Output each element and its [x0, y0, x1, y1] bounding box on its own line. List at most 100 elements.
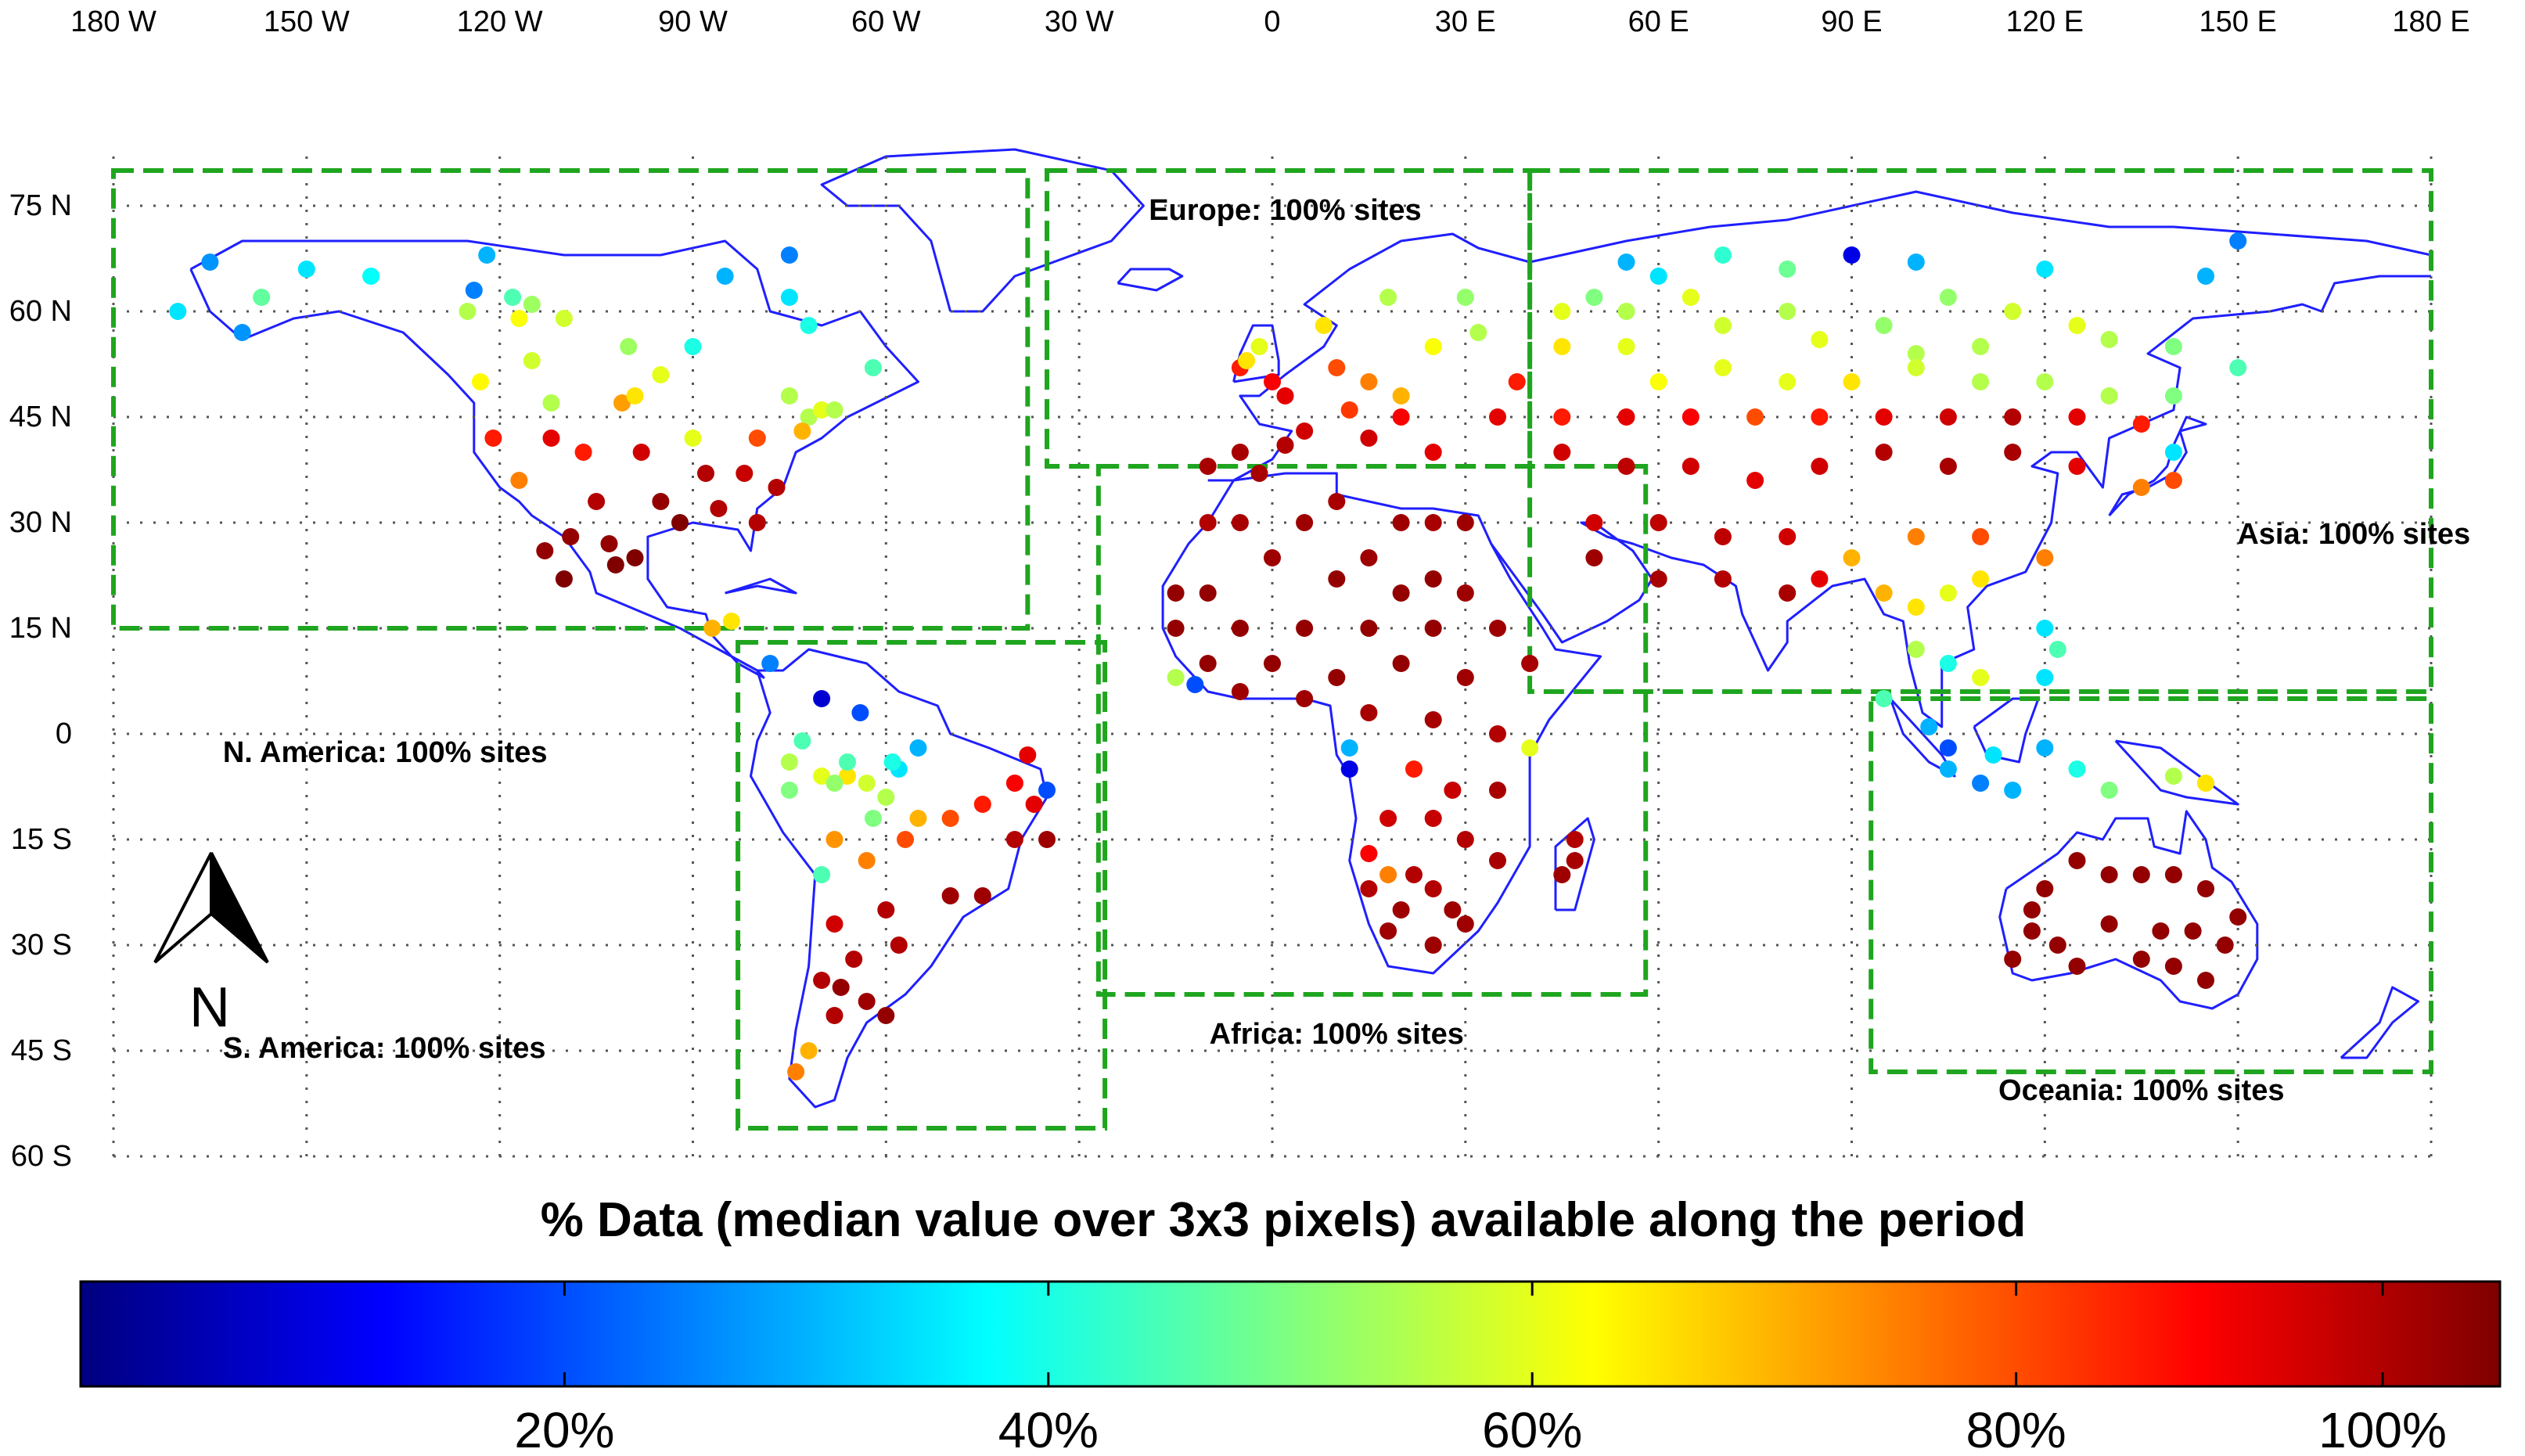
region-box — [1869, 696, 2433, 1074]
site-point — [1199, 655, 1217, 672]
lon-tick-label: 180 E — [2392, 5, 2469, 38]
site-point — [2164, 444, 2182, 461]
site-point — [1199, 458, 1217, 475]
site-point — [2068, 317, 2086, 334]
site-point — [253, 289, 271, 306]
site-point — [1167, 584, 1185, 602]
site-point — [1005, 775, 1023, 792]
site-point — [2004, 951, 2022, 968]
site-point — [1424, 880, 1442, 897]
coastline-9 — [1889, 697, 1956, 778]
site-point — [1019, 746, 1037, 764]
north-arrow-icon — [153, 852, 213, 964]
site-point — [2004, 408, 2022, 426]
coastline-8 — [1117, 268, 1184, 292]
site-point — [1296, 422, 1314, 440]
site-point — [1875, 584, 1893, 602]
site-point — [297, 261, 315, 278]
site-point — [2036, 880, 2054, 897]
site-point — [825, 775, 843, 792]
site-point — [1328, 669, 1346, 686]
region-box — [111, 168, 1031, 631]
site-point — [909, 810, 927, 827]
site-point — [2068, 852, 2086, 869]
lat-tick-label: 45 S — [11, 1034, 72, 1067]
site-point — [2100, 387, 2118, 404]
site-point — [1617, 253, 1635, 271]
coastline-13 — [2340, 986, 2419, 1059]
site-point — [1456, 514, 1474, 531]
site-point — [2132, 415, 2150, 433]
site-point — [1038, 831, 1056, 848]
site-point — [233, 324, 251, 341]
lon-tick-label: 0 — [1264, 5, 1280, 38]
site-point — [1231, 514, 1249, 531]
site-point — [1907, 528, 1925, 545]
site-point — [1649, 514, 1667, 531]
lon-tick-label: 60 E — [1628, 5, 1689, 38]
site-point — [1489, 725, 1506, 742]
site-point — [1972, 338, 1990, 355]
site-point — [1649, 373, 1667, 390]
site-point — [1875, 444, 1893, 461]
site-point — [1489, 852, 1506, 869]
region-boxes — [111, 168, 2433, 1131]
site-point — [1939, 289, 1957, 306]
site-point — [825, 915, 843, 933]
site-point — [1489, 782, 1506, 799]
lon-tick-label: 120 W — [457, 5, 543, 38]
graticule-grid — [112, 156, 2433, 1158]
site-point — [973, 796, 991, 813]
site-point — [832, 979, 850, 996]
site-point — [2036, 373, 2054, 390]
site-point — [1379, 922, 1397, 940]
site-point — [1920, 718, 1938, 735]
site-point — [2100, 331, 2118, 348]
site-point — [1424, 810, 1442, 827]
site-point — [909, 739, 927, 757]
site-point — [1875, 690, 1893, 707]
site-point — [484, 430, 502, 447]
site-point — [2036, 261, 2054, 278]
site-point — [1843, 373, 1861, 390]
site-point — [813, 768, 831, 785]
site-point — [1392, 514, 1410, 531]
site-point — [1199, 514, 1217, 531]
site-point — [877, 1007, 895, 1024]
site-point — [504, 289, 522, 306]
site-point — [2132, 866, 2150, 883]
region-label: Africa: 100% sites — [1210, 1018, 1464, 1051]
site-point — [2164, 866, 2182, 883]
site-point — [780, 289, 798, 306]
site-point — [2068, 760, 2086, 778]
site-point — [1379, 289, 1397, 306]
site-point — [2164, 472, 2182, 489]
site-point — [2229, 908, 2247, 926]
site-point — [722, 613, 740, 630]
lon-tick-label: 180 W — [70, 5, 156, 38]
site-point — [1424, 514, 1442, 531]
site-point — [2023, 922, 2041, 940]
site-point — [1779, 303, 1797, 320]
site-point — [472, 373, 489, 390]
site-point — [1424, 937, 1442, 954]
site-point — [1972, 775, 1990, 792]
site-point — [1972, 528, 1990, 545]
colorbar-tick-label: 60% — [1482, 1402, 1582, 1456]
site-point — [2036, 620, 2054, 637]
lat-tick-label: 45 N — [9, 401, 72, 433]
site-point — [2100, 782, 2118, 799]
site-point — [626, 549, 644, 566]
site-point — [864, 359, 882, 376]
lat-tick-label: 60 N — [9, 295, 72, 328]
longitude-tick-labels: 180 W 150 W 120 W 90 W 60 W 30 W 0 30 E 60 E 90 E… — [70, 5, 2470, 38]
site-point — [1340, 760, 1358, 778]
site-point — [510, 310, 528, 327]
site-point — [1875, 317, 1893, 334]
site-point — [851, 704, 869, 721]
region-label: Oceania: 100% sites — [1998, 1074, 2284, 1107]
site-point — [1617, 303, 1635, 320]
site-point — [1231, 444, 1249, 461]
site-point — [1264, 373, 1281, 390]
